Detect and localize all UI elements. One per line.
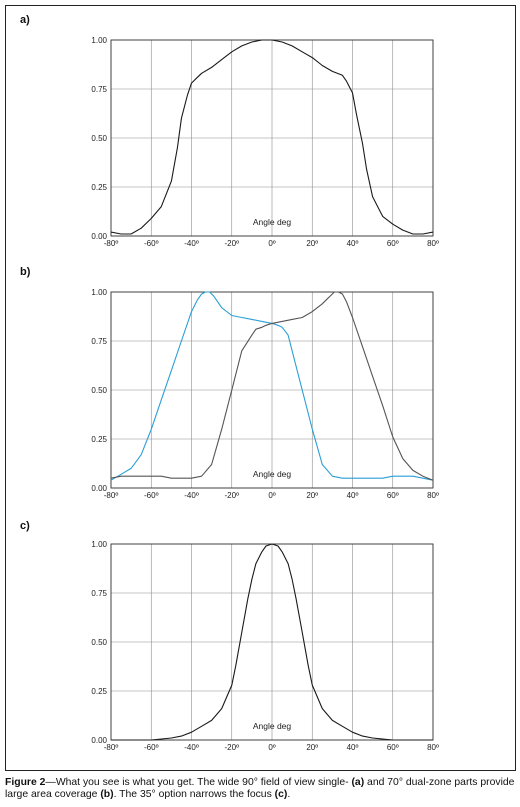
caption-text-3: . The 35° option narrows the focus <box>113 789 275 800</box>
x-tick-label: -60º <box>144 743 159 752</box>
x-tick-label: 20º <box>306 491 318 500</box>
x-tick-label: -20º <box>225 491 240 500</box>
y-tick-label: 0.75 <box>91 85 107 94</box>
x-tick-label: 20º <box>306 743 318 752</box>
x-tick-label: -40º <box>184 743 199 752</box>
x-tick-label: 40º <box>347 239 359 248</box>
y-tick-label: 0.50 <box>91 386 107 395</box>
y-tick-label: 1.00 <box>91 288 107 297</box>
figure-frame <box>5 5 516 771</box>
x-tick-label: 80º <box>427 743 439 752</box>
x-axis-title: Angle deg <box>253 217 292 227</box>
x-tick-label: 60º <box>387 743 399 752</box>
x-tick-label: 80º <box>427 491 439 500</box>
y-tick-label: 1.00 <box>91 36 107 45</box>
caption-ref-a: (a) <box>351 777 365 788</box>
x-tick-label: -80º <box>104 743 119 752</box>
caption-text-4: . <box>287 789 291 800</box>
x-axis-title: Angle deg <box>253 469 292 479</box>
series-line-a-1 <box>110 39 434 235</box>
x-tick-label: -80º <box>104 491 119 500</box>
series-line-b-1 <box>110 291 434 481</box>
x-tick-label: -40º <box>184 491 199 500</box>
x-tick-label: -60º <box>144 491 159 500</box>
plot-area-b <box>110 291 434 489</box>
caption-label: Figure 2 <box>5 777 46 788</box>
panel-label-c: c) <box>20 520 30 532</box>
x-tick-label: 40º <box>347 743 359 752</box>
y-tick-label: 0.25 <box>91 435 107 444</box>
caption-ref-b: (b) <box>100 789 114 800</box>
y-tick-label: 1.00 <box>91 540 107 549</box>
x-tick-label: 0º <box>268 491 275 500</box>
chart-panel-c: 0.00 0.25 0.50 0.75 1.00 -80º -60º -40º -20º 0º 20… <box>91 540 439 752</box>
series-line-b-2 <box>110 291 434 481</box>
y-tick-label: 0.25 <box>91 687 107 696</box>
chart-panel-a: 0.00 0.25 0.50 0.75 1.00 -80º -60º -40º -20º 0º 20… <box>91 36 439 248</box>
caption-text-1: —What you see is what you get. The wide … <box>45 777 352 788</box>
y-tick-label: 0.75 <box>91 337 107 346</box>
y-tick-label: 0.25 <box>91 183 107 192</box>
caption-text-2: and 70° dual-zone parts provide large ar… <box>5 777 515 800</box>
x-axis-title: Angle deg <box>253 721 292 731</box>
series-line-c-1 <box>111 543 433 741</box>
x-tick-label: -20º <box>225 239 240 248</box>
x-tick-label: 80º <box>427 239 439 248</box>
chart-panel-b: 0.00 0.25 0.50 0.75 1.00 -80º -60º -40º -20º 0º 20… <box>91 288 439 500</box>
x-tick-label: -40º <box>184 239 199 248</box>
y-tick-label: 0.50 <box>91 638 107 647</box>
x-tick-label: 20º <box>306 239 318 248</box>
panel-label-b: b) <box>20 266 31 278</box>
panel-label-a: a) <box>20 14 30 26</box>
x-tick-label: 0º <box>268 239 275 248</box>
x-tick-label: -80º <box>104 239 119 248</box>
caption-ref-c: (c) <box>274 789 288 800</box>
x-tick-label: -60º <box>144 239 159 248</box>
y-tick-label: 0.00 <box>91 232 107 241</box>
y-tick-label: 0.75 <box>91 589 107 598</box>
y-tick-label: 0.50 <box>91 134 107 143</box>
y-tick-label: 0.00 <box>91 736 107 745</box>
x-tick-label: 0º <box>268 743 275 752</box>
x-tick-label: -20º <box>225 743 240 752</box>
y-tick-label: 0.00 <box>91 484 107 493</box>
x-tick-label: 60º <box>387 239 399 248</box>
x-tick-label: 60º <box>387 491 399 500</box>
figure-caption: Figure 2—What you see is what you get. T… <box>5 777 515 801</box>
x-tick-label: 40º <box>347 491 359 500</box>
